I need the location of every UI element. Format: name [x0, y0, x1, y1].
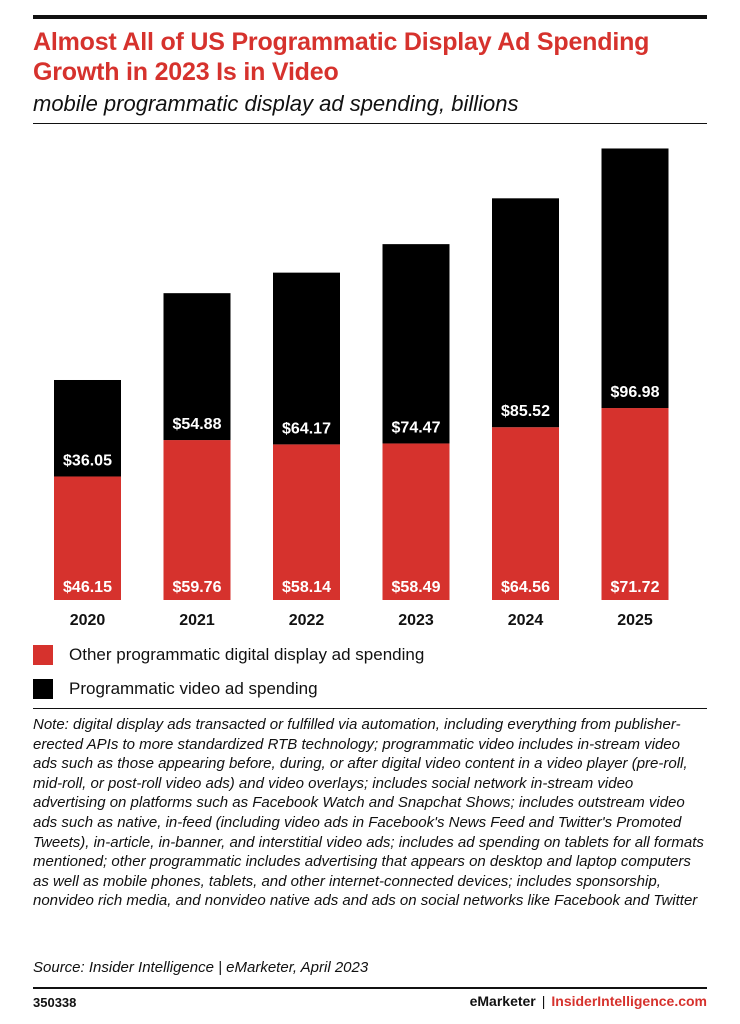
brand-separator: | — [541, 993, 546, 1009]
x-tick-2021: 2021 — [179, 612, 215, 629]
bottom-rule — [33, 987, 707, 989]
legend-item-other: Other programmatic digital display ad sp… — [33, 638, 707, 672]
chart-subtitle: mobile programmatic display ad spending,… — [33, 91, 519, 116]
legend-label-other: Other programmatic digital display ad sp… — [69, 645, 425, 664]
label-video-2022: $64.17 — [282, 420, 331, 437]
bar-other-2020 — [54, 476, 121, 600]
top-rule — [33, 15, 707, 19]
subtitle-rule — [33, 123, 707, 124]
label-video-2025: $96.98 — [611, 384, 660, 401]
label-other-2024: $64.56 — [501, 579, 550, 596]
label-other-2023: $58.49 — [392, 579, 441, 596]
label-video-2021: $54.88 — [173, 416, 222, 433]
bar-video-2021 — [163, 293, 231, 441]
x-tick-2025: 2025 — [617, 612, 653, 629]
legend-label-video: Programmatic video ad spending — [69, 679, 318, 698]
x-tick-2024: 2024 — [508, 612, 544, 629]
bar-video-2024 — [492, 198, 559, 428]
footnote: Note: digital display ads transacted or … — [33, 716, 704, 910]
bar-other-2021 — [163, 440, 231, 600]
brand-emarketer: eMarketer — [469, 993, 536, 1009]
brand-insider-intelligence: InsiderIntelligence.com — [551, 993, 707, 1009]
label-video-2024: $85.52 — [501, 403, 550, 420]
chart-title: Almost All of US Programmatic Display Ad… — [33, 28, 650, 86]
bar-video-2020 — [54, 379, 121, 477]
label-video-2023: $74.47 — [392, 419, 441, 436]
source-line: Source: Insider Intelligence | eMarketer… — [33, 959, 369, 976]
bar-video-2025 — [601, 148, 669, 409]
bar-other-2023 — [382, 443, 450, 600]
legend-item-video: Programmatic video ad spending — [33, 672, 707, 706]
bar-video-2023 — [382, 244, 450, 444]
chart-id: 350338 — [33, 995, 77, 1010]
stacked-bar-chart: $46.15 $36.05 2020 $59.76 $54.88 2021 $58.14 $6… — [54, 148, 669, 629]
bar-video-2022 — [273, 272, 340, 445]
label-other-2025: $71.72 — [611, 579, 660, 596]
bar-other-2022 — [273, 444, 340, 600]
label-video-2020: $36.05 — [63, 452, 112, 469]
label-other-2021: $59.76 — [173, 579, 222, 596]
x-tick-2023: 2023 — [398, 612, 434, 629]
bar-other-2025 — [601, 408, 669, 600]
bar-other-2024 — [492, 427, 559, 600]
x-tick-2020: 2020 — [70, 612, 106, 629]
label-other-2022: $58.14 — [282, 579, 331, 596]
brand-credit: eMarketer | InsiderIntelligence.com — [470, 993, 707, 1009]
legend-swatch-video — [33, 679, 53, 699]
legend: Other programmatic digital display ad sp… — [33, 638, 707, 706]
label-other-2020: $46.15 — [63, 579, 112, 596]
x-tick-2022: 2022 — [289, 612, 325, 629]
note-rule — [33, 708, 707, 709]
legend-swatch-other — [33, 645, 53, 665]
